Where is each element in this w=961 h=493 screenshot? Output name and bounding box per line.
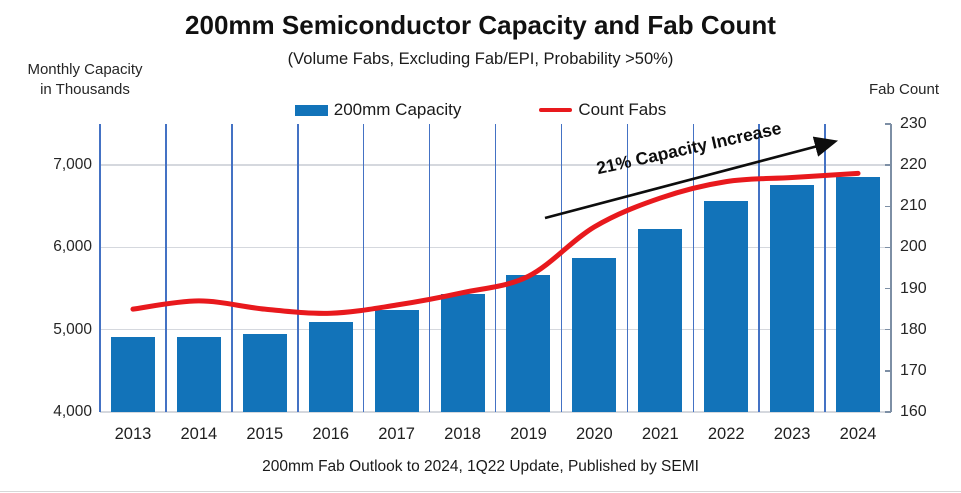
- right-axis-line: [890, 124, 892, 412]
- footer-caption: 200mm Fab Outlook to 2024, 1Q22 Update, …: [262, 458, 699, 475]
- capacity-bar-2016: [308, 322, 353, 412]
- count-fabs-line: [130, 170, 861, 316]
- x-axis-label-2022: 2022: [707, 425, 745, 443]
- right-axis-tick-mark: [885, 205, 891, 208]
- v-gridline: [428, 124, 431, 412]
- x-axis-label-2018: 2018: [444, 425, 481, 443]
- left-axis-tick-7000: 7,000: [53, 156, 92, 174]
- plot-area: [99, 124, 892, 413]
- x-axis-label-2024: 2024: [839, 425, 877, 443]
- left-axis-tick-6000: 6,000: [53, 238, 92, 256]
- capacity-bar-2019: [506, 275, 551, 412]
- x-axis-label-2023: 2023: [773, 425, 811, 443]
- chart-subtitle: (Volume Fabs, Excluding Fab/EPI, Probabi…: [287, 50, 674, 68]
- capacity-bar-2015: [242, 333, 287, 412]
- legend: 200mm Capacity Count Fabs: [0, 100, 961, 120]
- legend-fabs-label: Count Fabs: [578, 100, 667, 119]
- capacity-bar-2014: [176, 337, 221, 412]
- x-axis-label-2020: 2020: [576, 425, 613, 443]
- fabs-legend-swatch-icon: [539, 107, 573, 113]
- capacity-bar-2013: [110, 337, 155, 412]
- annotation-arrow: [544, 136, 839, 220]
- right-axis-tick-mark: [885, 411, 891, 413]
- right-axis-tick-230: 230: [900, 115, 927, 132]
- v-gridline: [758, 124, 760, 412]
- right-axis-tick-200: 200: [900, 238, 927, 256]
- right-axis-tick-mark: [885, 164, 891, 166]
- right-axis-tick-mark: [885, 370, 891, 372]
- x-axis-label-2017: 2017: [378, 425, 415, 443]
- v-gridline: [824, 124, 826, 412]
- x-axis-label-2014: 2014: [180, 425, 218, 443]
- right-axis-tick-210: 210: [900, 197, 927, 215]
- legend-item-capacity: 200mm Capacity: [294, 100, 462, 120]
- v-gridline: [494, 124, 497, 412]
- bottom-edge-line: [0, 491, 961, 492]
- capacity-bar-2018: [440, 293, 485, 412]
- v-gridline: [231, 124, 233, 412]
- left-axis-title: Monthly Capacity in Thousands: [16, 60, 154, 100]
- capacity-bar-2023: [770, 184, 815, 412]
- x-axis-label-2013: 2013: [114, 425, 152, 443]
- v-gridline: [165, 124, 167, 412]
- v-gridline: [560, 124, 563, 412]
- right-axis-tick-mark: [885, 287, 891, 290]
- x-axis-label-2015: 2015: [246, 425, 284, 443]
- capacity-bar-2017: [374, 309, 419, 412]
- right-axis-title: Fab Count: [868, 81, 940, 98]
- x-axis-label-2019: 2019: [510, 425, 547, 443]
- v-gridline: [297, 124, 299, 412]
- capacity-bar-2021: [638, 229, 683, 412]
- v-gridline: [692, 124, 694, 412]
- h-gridline: [100, 411, 891, 413]
- left-axis-tick-5000: 5,000: [53, 320, 92, 338]
- line-and-arrow-layer: [130, 136, 861, 316]
- x-axis-label-2016: 2016: [312, 425, 350, 443]
- chart-title: 200mm Semiconductor Capacity and Fab Cou…: [185, 10, 776, 40]
- capacity-legend-swatch-icon: [294, 104, 328, 116]
- right-axis-tick-mark: [885, 246, 891, 249]
- v-gridline: [362, 124, 365, 412]
- left-axis-title-line1: Monthly Capacity: [27, 61, 143, 78]
- right-axis-tick-170: 170: [900, 361, 927, 379]
- v-gridline: [99, 124, 101, 412]
- v-gridline: [626, 124, 629, 412]
- x-axis-label-2021: 2021: [641, 425, 679, 443]
- right-axis-tick-180: 180: [900, 320, 927, 338]
- right-axis-tick-160: 160: [900, 403, 927, 420]
- right-axis-tick-220: 220: [900, 156, 927, 174]
- capacity-bar-2020: [572, 258, 617, 412]
- left-axis-title-line2: in Thousands: [40, 80, 130, 98]
- legend-capacity-label: 200mm Capacity: [333, 100, 462, 119]
- right-axis-tick-mark: [885, 123, 891, 125]
- legend-item-fabs: Count Fabs: [539, 100, 666, 120]
- capacity-bar-2024: [836, 176, 881, 412]
- right-axis-tick-mark: [885, 328, 891, 331]
- left-axis-tick-4000: 4,000: [53, 403, 92, 420]
- right-axis-tick-190: 190: [900, 279, 927, 297]
- capacity-bar-2022: [704, 201, 749, 412]
